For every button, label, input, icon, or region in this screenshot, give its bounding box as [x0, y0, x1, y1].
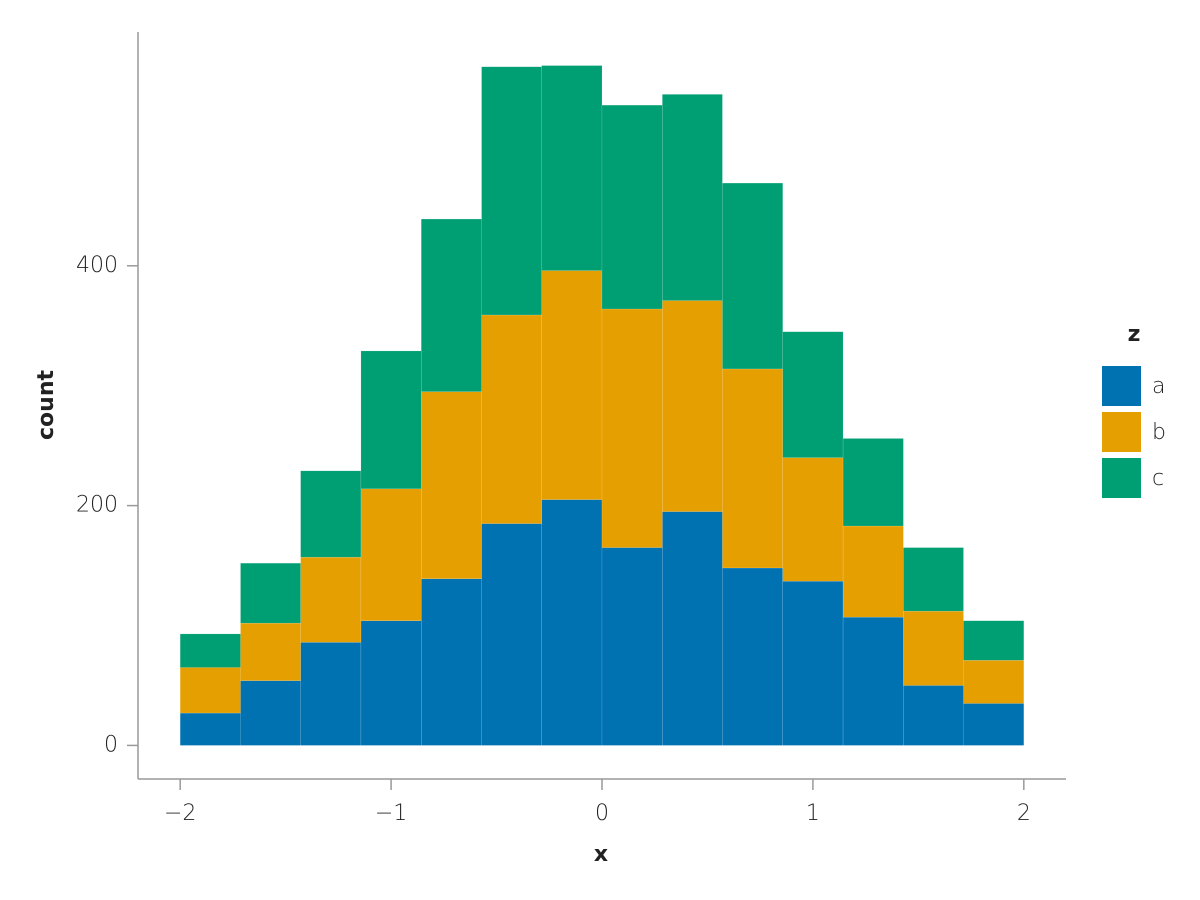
- bar: [179, 712, 241, 746]
- bar: [300, 556, 362, 643]
- x-tick-label: 0: [595, 801, 609, 826]
- bar: [240, 622, 301, 681]
- bar: [421, 218, 482, 392]
- bar: [722, 368, 783, 569]
- bar: [481, 523, 542, 746]
- bar: [360, 488, 422, 621]
- legend-swatch: [1102, 412, 1141, 452]
- bar: [179, 667, 241, 714]
- bar: [782, 331, 844, 458]
- bar: [782, 580, 844, 746]
- bar: [360, 350, 422, 490]
- legend-label: c: [1152, 466, 1164, 491]
- bar: [903, 547, 964, 612]
- bar: [300, 642, 362, 746]
- bar: [421, 578, 482, 746]
- x-axis-label: x: [594, 842, 608, 867]
- bar: [360, 620, 422, 746]
- legend-title: z: [1128, 322, 1141, 347]
- legend-swatch: [1102, 458, 1141, 498]
- bar: [601, 547, 663, 746]
- bar: [842, 616, 904, 746]
- x-tick-label: −2: [164, 801, 196, 826]
- legend-swatch: [1102, 366, 1141, 406]
- bar: [421, 391, 482, 580]
- bar: [963, 703, 1025, 746]
- x-tick-label: −1: [375, 801, 407, 826]
- bar: [963, 620, 1025, 661]
- bar: [481, 66, 542, 316]
- x-tick-label: 2: [1017, 801, 1031, 826]
- bar: [903, 685, 964, 746]
- bar: [541, 270, 603, 500]
- bar: [541, 65, 603, 271]
- bar: [240, 562, 301, 624]
- y-tick-label: 400: [76, 253, 118, 278]
- bar: [601, 104, 663, 310]
- y-axis-label: count: [34, 370, 59, 440]
- bar: [601, 308, 663, 548]
- bar: [842, 525, 904, 618]
- bar: [300, 470, 362, 558]
- bar: [179, 633, 241, 668]
- x-tick-label: 1: [806, 801, 820, 826]
- bar: [481, 314, 542, 524]
- bar: [541, 499, 603, 746]
- bar: [963, 660, 1025, 704]
- bar: [662, 300, 723, 512]
- legend-label: b: [1152, 420, 1166, 445]
- bar: [722, 182, 783, 370]
- bar: [662, 94, 723, 301]
- y-tick-label: 200: [76, 493, 118, 518]
- bar: [662, 511, 723, 746]
- bar: [240, 680, 301, 746]
- bar: [842, 438, 904, 527]
- bar: [782, 457, 844, 582]
- bar: [722, 567, 783, 746]
- y-tick-label: 0: [104, 732, 118, 757]
- bar: [903, 610, 964, 686]
- legend-label: a: [1152, 374, 1165, 399]
